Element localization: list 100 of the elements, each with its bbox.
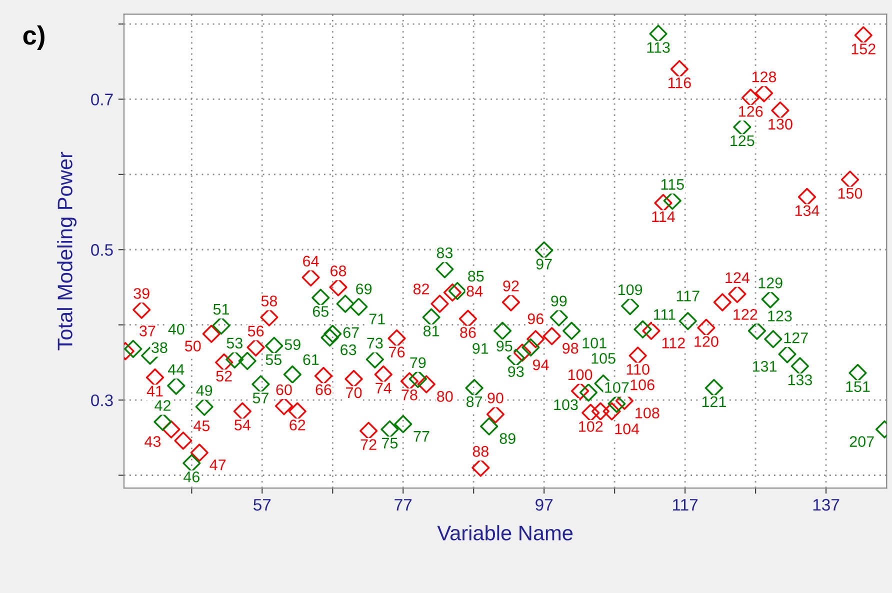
annotation: 77 [414, 431, 430, 442]
annotation: 117 [676, 290, 700, 302]
annotation: 71 [369, 314, 385, 324]
annotation: 43 [144, 436, 161, 447]
annotation: 84 [466, 286, 483, 297]
annotation: 98 [562, 342, 578, 354]
annotation: 53 [226, 338, 242, 349]
annotation: 129 [758, 278, 782, 288]
x-axis-title: Variable Name [437, 525, 573, 540]
annotation: 86 [460, 327, 476, 338]
annotation: 121 [702, 396, 726, 407]
annotation: 125 [730, 135, 754, 146]
annotation: 150 [838, 188, 862, 199]
annotation: 133 [788, 374, 812, 386]
annotation: 108 [636, 408, 660, 418]
annotation: 39 [134, 288, 150, 299]
annotation: 91 [472, 343, 488, 354]
x-tick-label: 57 [254, 499, 271, 511]
annotation: 51 [213, 304, 230, 315]
annotation: 126 [739, 106, 763, 117]
annotation: 96 [528, 313, 544, 324]
annotation: 116 [668, 77, 691, 88]
annotation: 37 [140, 326, 156, 336]
annotation: 40 [168, 324, 184, 335]
annotation: 92 [503, 280, 519, 292]
annotation: 134 [795, 205, 820, 216]
annotation: 87 [466, 396, 482, 408]
annotation: 57 [252, 392, 268, 404]
annotation: 44 [168, 364, 184, 375]
annotation: 102 [579, 421, 603, 432]
annotation: 49 [196, 385, 212, 396]
annotation: 46 [184, 472, 200, 482]
annotation: 61 [303, 354, 319, 366]
y-axis-title: Total Modeling Power [57, 152, 77, 350]
annotation: 107 [605, 382, 629, 393]
annotation: 59 [284, 339, 300, 350]
annotation: 97 [536, 258, 552, 270]
annotation: 64 [303, 256, 319, 267]
annotation: 60 [276, 384, 292, 396]
annotation: 112 [662, 338, 685, 348]
y-tick-label: 0.3 [91, 394, 113, 406]
annotation: 80 [437, 391, 453, 402]
annotation: 82 [413, 284, 429, 294]
annotation: 151 [846, 381, 870, 392]
annotation: 68 [330, 266, 346, 276]
annotation: 105 [592, 352, 616, 364]
annotation: 124 [726, 272, 750, 283]
annotation: 78 [402, 390, 418, 400]
text: c) [23, 25, 44, 50]
annotation: 75 [382, 438, 398, 448]
annotation: 115 [661, 179, 684, 190]
annotation: 47 [210, 460, 226, 470]
annotation: 95 [496, 340, 512, 352]
annotation: 120 [694, 336, 718, 347]
y-tick-label: 0.5 [91, 244, 113, 256]
annotation: 63 [340, 344, 356, 356]
annotation: 58 [261, 296, 278, 306]
annotation: 93 [508, 366, 524, 378]
annotation: 131 [752, 360, 777, 372]
annotation: 100 [568, 369, 592, 380]
annotation: 38 [152, 342, 168, 354]
annotation: 89 [500, 433, 516, 444]
annotation: 106 [630, 379, 654, 390]
annotation: 74 [376, 382, 392, 394]
annotation: 45 [194, 420, 210, 432]
annotation: 85 [468, 270, 484, 282]
annotation: 55 [266, 354, 282, 366]
x-tick-label: 117 [673, 499, 698, 511]
annotation: 113 [647, 42, 670, 53]
annotation: 41 [146, 386, 163, 396]
annotation: 99 [551, 296, 567, 306]
x-tick-label: 97 [536, 498, 553, 511]
annotation: 76 [389, 346, 405, 358]
annotation: 111 [654, 309, 676, 320]
annotation: 62 [290, 420, 306, 430]
annotation: 207 [850, 436, 874, 447]
annotation: 70 [346, 387, 362, 398]
annotation: 88 [472, 446, 488, 457]
annotation: 52 [216, 370, 232, 382]
annotation: 83 [436, 247, 453, 258]
x-tick-label: 137 [813, 498, 840, 511]
annotation: 72 [360, 439, 376, 450]
annotation: 54 [234, 420, 250, 430]
annotation: 109 [618, 284, 642, 296]
annotation: 81 [423, 326, 440, 336]
annotation: 122 [734, 309, 758, 320]
annotation: 90 [488, 392, 504, 404]
annotation: 101 [582, 338, 606, 348]
annotation: 65 [312, 306, 328, 317]
annotation: 69 [356, 284, 372, 294]
annotation: 42 [154, 400, 170, 411]
annotation: 127 [784, 332, 808, 344]
x-tick-label: 77 [394, 499, 412, 511]
annotation: 94 [532, 359, 549, 370]
annotation: 50 [185, 340, 201, 352]
annotation: 130 [768, 118, 792, 130]
annotation: 73 [367, 338, 383, 349]
annotation: 114 [652, 211, 675, 222]
annotation: 103 [554, 399, 578, 410]
annotation: 56 [248, 326, 264, 336]
